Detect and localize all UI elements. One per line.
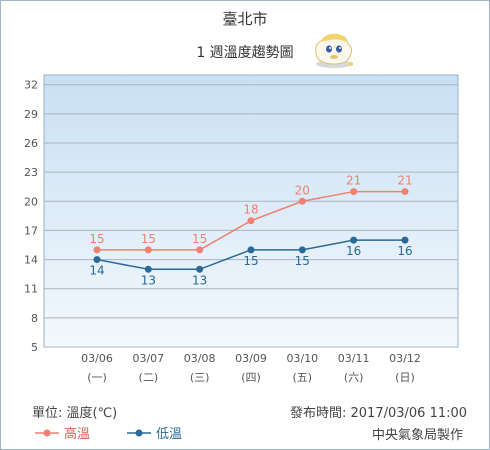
point-low [93, 256, 101, 264]
legend-low-label: 低溫 [156, 427, 183, 442]
data-label-high: 15 [141, 232, 156, 246]
x-tick-label: 03/08 [184, 352, 216, 365]
x-tick-label: 03/10 [286, 352, 318, 365]
point-high [401, 188, 409, 196]
point-low [298, 246, 306, 254]
data-label-low: 15 [243, 254, 258, 268]
y-tick-label: 20 [24, 195, 38, 208]
chart-subtitle: 1 週溫度趨勢圖 [196, 45, 294, 61]
y-tick-label: 11 [24, 283, 38, 296]
data-label-low: 16 [346, 244, 361, 258]
point-high [93, 246, 101, 254]
point-low [247, 246, 255, 254]
point-low [350, 236, 358, 244]
maker-credit: 中央氣象局製作 [372, 428, 464, 443]
data-label-low: 13 [141, 273, 156, 287]
data-label-high: 21 [346, 174, 361, 188]
point-high [196, 246, 204, 254]
x-tick-sublabel: (四) [241, 371, 261, 384]
y-tick-label: 8 [31, 312, 38, 325]
data-label-low: 15 [295, 254, 310, 268]
y-tick-label: 29 [24, 108, 38, 121]
x-tick-label: 03/07 [132, 352, 164, 365]
y-tick-label: 17 [24, 224, 38, 237]
issued-time: 發布時間: 2017/03/06 11:00 [290, 406, 468, 421]
legend-high-marker [35, 429, 59, 437]
point-high [350, 188, 358, 196]
legend-item-high: 高溫 [34, 423, 90, 442]
point-high [144, 246, 152, 254]
y-tick-label: 32 [24, 79, 38, 92]
legend-high-label: 高溫 [64, 427, 91, 442]
legend-low-marker [127, 429, 151, 437]
data-label-high: 18 [243, 203, 258, 217]
x-tick-sublabel: (日) [395, 371, 415, 384]
data-label-low: 14 [89, 264, 104, 278]
unit-label: 單位: 溫度(℃) [32, 406, 118, 421]
point-high [298, 197, 306, 205]
data-label-high: 15 [192, 232, 207, 246]
point-low [401, 236, 409, 244]
x-tick-sublabel: (二) [139, 371, 159, 384]
y-tick-label: 23 [24, 166, 38, 179]
x-tick-label: 03/09 [235, 352, 267, 365]
x-tick-sublabel: (五) [293, 371, 313, 384]
x-tick-sublabel: (三) [190, 371, 210, 384]
legend-item-low: 低溫 [126, 423, 182, 442]
y-tick-label: 5 [31, 341, 38, 354]
weather-mascot-icon [315, 33, 354, 68]
x-tick-sublabel: (一) [87, 371, 107, 384]
data-label-high: 20 [295, 183, 310, 197]
data-label-low: 16 [397, 244, 412, 258]
point-high [247, 217, 255, 225]
chart-title: 臺北市 [222, 10, 268, 28]
x-tick-label: 03/06 [81, 352, 113, 365]
data-label-high: 15 [89, 232, 104, 246]
y-tick-label: 26 [24, 137, 38, 150]
x-tick-label: 03/12 [389, 352, 421, 365]
point-low [196, 265, 204, 273]
y-tick-label: 14 [24, 254, 38, 267]
point-low [144, 265, 152, 273]
data-label-low: 13 [192, 273, 207, 287]
data-label-high: 21 [397, 174, 412, 188]
x-tick-label: 03/11 [338, 352, 370, 365]
x-tick-sublabel: (六) [344, 371, 364, 384]
